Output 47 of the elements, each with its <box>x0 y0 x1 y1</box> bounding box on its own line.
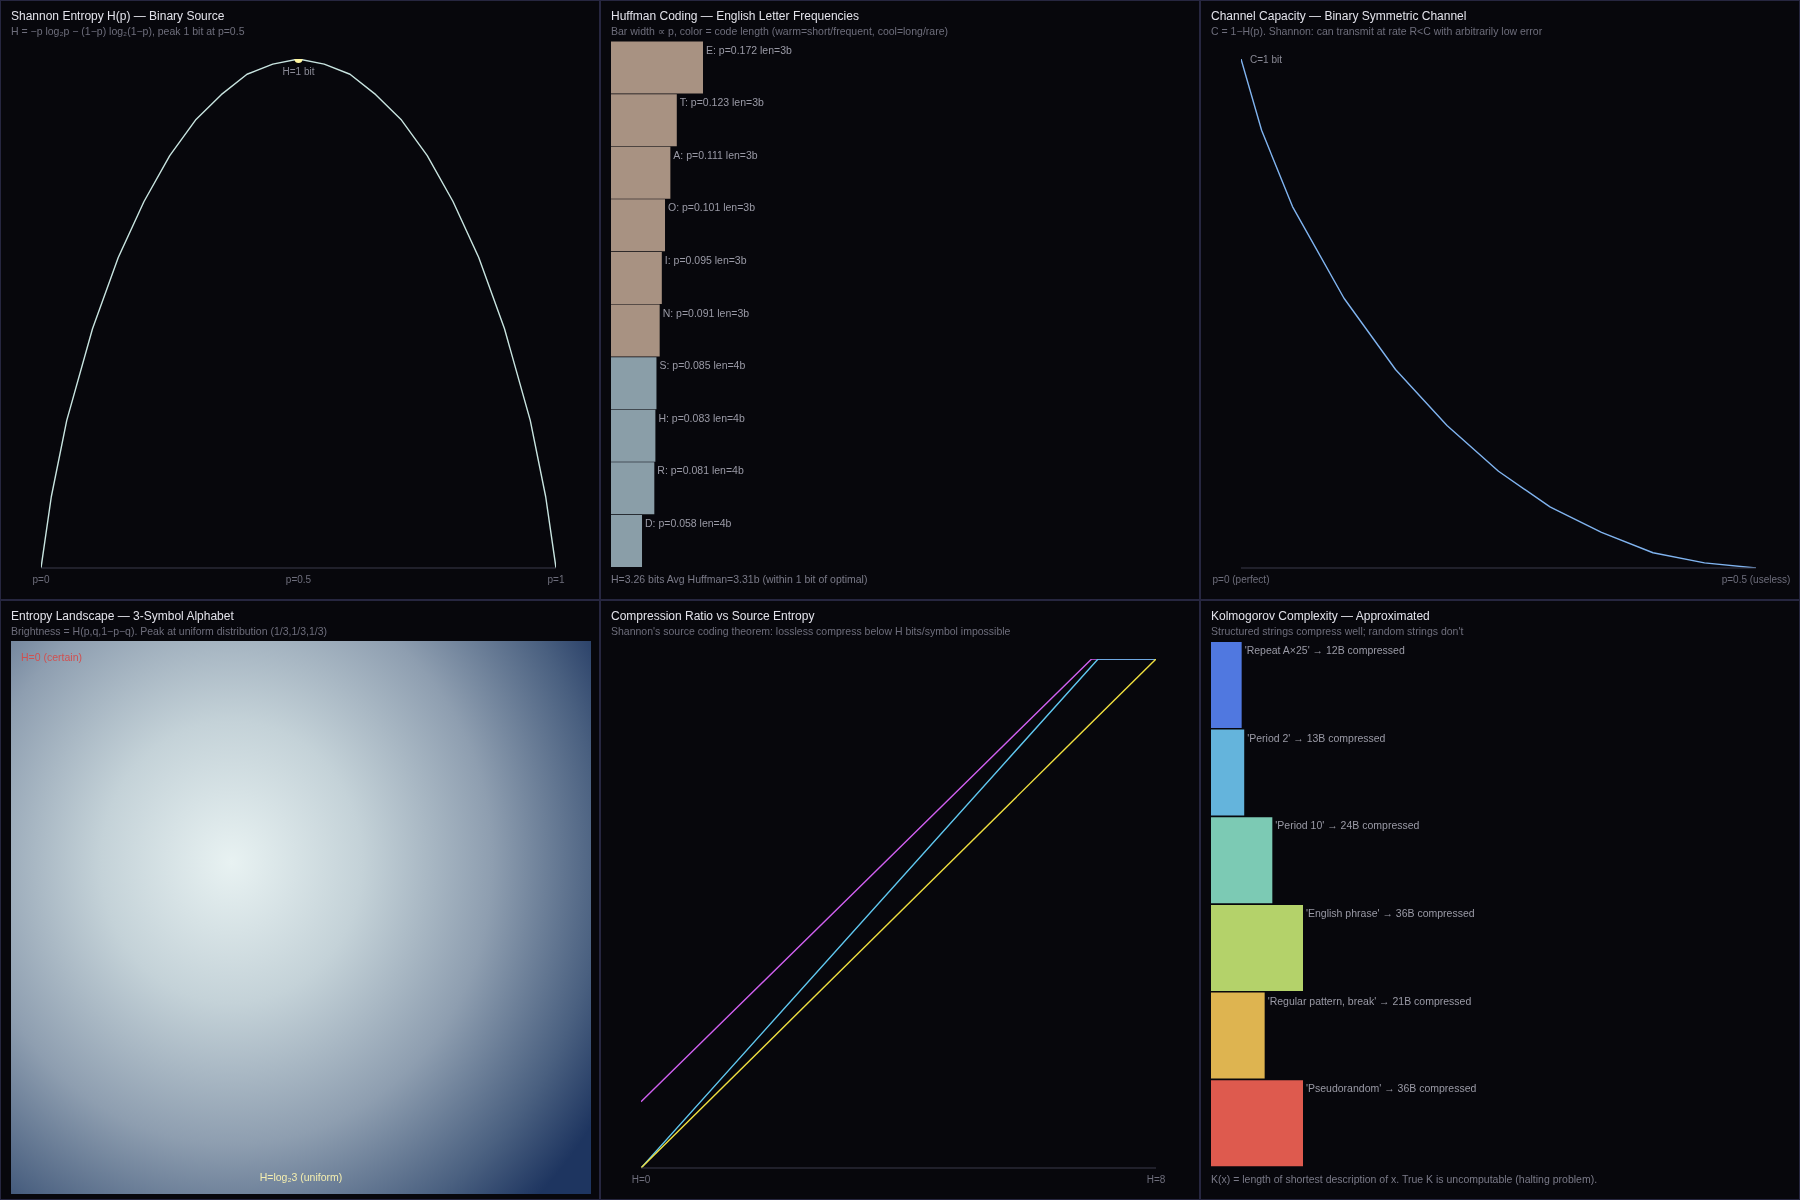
bar <box>1211 641 1242 728</box>
data-label: O: p=0.101 len=3b <box>668 201 756 214</box>
bar <box>1211 1080 1303 1167</box>
data-label: 'English phrase' → 36B compressed <box>1306 906 1475 919</box>
bar <box>1211 729 1245 816</box>
text: K(x) = length of shortest description of x. True K is uncomputable (halting problem). <box>1211 1173 1598 1185</box>
data-label: 'Regular pattern, break' → 21B compressed <box>1267 994 1472 1007</box>
chart-subtitle: Shannon's source coding theorem: lossless compress below H bits/symbol impossible <box>611 625 1011 637</box>
x-tick-label: p=0.5 <box>285 574 312 586</box>
text: H=3.26 bits Avg Huffman=3.31b (within 1 bit of optimal) <box>611 573 868 585</box>
data-label: 'Period 2' → 13B compressed <box>1247 731 1386 744</box>
data-label: 'Repeat A×25' → 12B compressed <box>1244 643 1405 656</box>
chart-subtitle: H = −p log₂p − (1−p) log₂(1−p), peak 1 bit at p=0.5 <box>11 25 245 37</box>
chart-title: Shannon Entropy H(p) — Binary Source <box>11 9 225 23</box>
x-tick-label: p=0 (perfect) <box>1212 574 1270 586</box>
text: H=0 (certain) <box>21 651 82 663</box>
data-label: D: p=0.058 len=4b <box>645 516 732 529</box>
data-label: 'Pseudorandom' → 36B compressed <box>1306 1082 1477 1095</box>
bar <box>1211 992 1265 1079</box>
x-tick-label: p=0.5 (useless) <box>1721 574 1791 586</box>
text: Structured strings compress well; random strings don't <box>1211 625 1464 637</box>
chart-title: Kolmogorov Complexity — Approximated <box>1211 609 1430 623</box>
text: Entropy Landscape — 3-Symbol Alphabet <box>11 609 234 623</box>
chart-title: Channel Capacity — Binary Symmetric Channel <box>1211 9 1467 23</box>
bar <box>1211 817 1273 904</box>
data-label: H: p=0.083 len=4b <box>658 411 745 424</box>
annotation: C=1 bit <box>1250 53 1283 65</box>
text: H=log₂3 (uniform) <box>258 1171 344 1183</box>
chart-title: Compression Ratio vs Source Entropy <box>611 609 815 623</box>
chart-subtitle: C = 1−H(p). Shannon: can transmit at rate R<C with arbitrarily low error <box>1211 25 1543 37</box>
text: Huffman Coding — English Letter Frequencies <box>611 9 859 23</box>
data-label: A: p=0.111 len=3b <box>673 148 758 161</box>
x-tick-label: H=0 <box>631 1174 651 1186</box>
data-label: T: p=0.123 len=3b <box>679 96 765 109</box>
x-tick-label: H=8 <box>1146 1174 1166 1186</box>
data-label: R: p=0.081 len=4b <box>657 464 744 477</box>
annotation: H=1 bit <box>282 66 315 78</box>
data-label: 'Period 10' → 24B compressed <box>1275 819 1420 832</box>
bar <box>1211 904 1303 991</box>
x-tick-label: p=0 <box>32 574 50 586</box>
data-label: S: p=0.085 len=4b <box>659 359 746 372</box>
data-label: N: p=0.091 len=3b <box>662 306 750 319</box>
x-tick-label: p=1 <box>547 574 565 586</box>
data-label: E: p=0.172 len=3b <box>706 43 792 56</box>
text: Brightness = H(p,q,1−p−q). Peak at uniform distribution (1/3,1/3,1/3) <box>11 625 328 637</box>
data-label: I: p=0.095 len=3b <box>664 253 747 266</box>
text: Bar width ∝ p, color = code length (warm=short/frequent, cool=long/rare) <box>611 25 948 37</box>
